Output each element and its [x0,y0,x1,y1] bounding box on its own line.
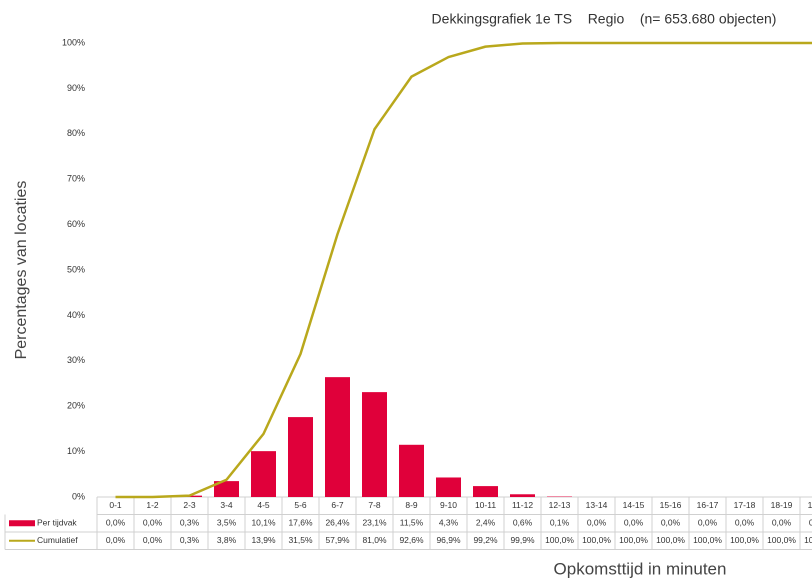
table-value: 0,0% [624,518,644,528]
y-tick-label: 60% [67,219,85,229]
x-tick-label: 12-13 [549,500,571,510]
x-tick-label: 0-1 [109,500,122,510]
x-axis-label: Opkomsttijd in minuten [554,559,727,578]
table-value: 100,0% [656,535,685,545]
table-value: 100,0% [693,535,722,545]
line [115,41,812,499]
x-tick-label: 4-5 [257,500,270,510]
y-tick-label: 40% [67,310,85,320]
bar [473,486,498,497]
table-value: 0,0% [735,518,755,528]
x-tick-label: 8-9 [405,500,418,510]
chart-title: Dekkingsgrafiek 1e TS Regio (n= 653.680 … [432,11,777,27]
y-tick-label: 90% [67,83,85,93]
table-value: 81,0% [362,535,387,545]
table-value: 100,0% [730,535,759,545]
x-tick-label: 13-14 [586,500,608,510]
table-value: 11,5% [400,518,424,528]
table-value: 0,3% [180,535,200,545]
y-tick-label: 30% [67,355,85,365]
x-tick-label: 19-20 [808,500,812,510]
legend-label: Cumulatief [37,535,78,545]
x-tick-label: 14-15 [623,500,645,510]
table-value: 0,0% [106,518,126,528]
x-tick-label: 10-11 [475,500,496,510]
y-tick-label: 10% [67,446,85,456]
x-tick-label: 9-10 [440,500,457,510]
table-value: 96,9% [436,535,461,545]
y-tick-label: 20% [67,401,85,411]
table-value: 3,8% [217,535,237,545]
y-tick-label: 100% [62,37,85,47]
y-tick-label: 50% [67,264,85,274]
legend-label: Per tijdvak [37,518,77,528]
table-value: 0,3% [180,518,200,528]
bar [325,377,350,497]
table-value: 99,9% [510,535,535,545]
table-value: 100,0% [767,535,796,545]
table-value: 92,6% [399,535,424,545]
table-value: 0,6% [513,518,533,528]
table-value: 99,2% [473,535,498,545]
table-value: 0,0% [106,535,126,545]
x-tick-label: 17-18 [734,500,756,510]
x-tick-label: 7-8 [368,500,381,510]
y-axis-label: Percentages van locaties [13,181,30,360]
table-value: 0,0% [772,518,792,528]
table-value: 3,5% [217,518,237,528]
table-value: 13,9% [251,535,276,545]
x-tick-label: 15-16 [660,500,682,510]
x-tick-label: 18-19 [771,500,793,510]
table-value: 23,1% [362,518,387,528]
bar [362,392,387,497]
table-value: 100,0% [619,535,648,545]
x-tick-label: 6-7 [331,500,344,510]
x-tick-label: 5-6 [294,500,307,510]
table-value: 100,0% [545,535,574,545]
x-tick-label: 2-3 [183,500,196,510]
table-value: 2,4% [476,518,496,528]
table-value: 100,0% [804,535,812,545]
y-tick-label: 0% [72,491,85,501]
table-value: 0,0% [698,518,718,528]
bar [288,417,313,497]
bar [399,444,424,497]
table-value: 10,1% [251,518,276,528]
bar [214,481,239,497]
y-tick-label: 80% [67,128,85,138]
table-value: 0,1% [550,518,570,528]
bar [436,477,461,497]
table-value: 0,0% [143,535,163,545]
table-value: 4,3% [439,518,459,528]
table-value: 100,0% [582,535,611,545]
bar [251,451,276,497]
table-value: 0,0% [661,518,681,528]
y-tick-label: 70% [67,174,85,184]
table-value: 31,5% [288,535,313,545]
x-tick-label: 16-17 [697,500,719,510]
table-value: 0,0% [587,518,607,528]
x-tick-label: 3-4 [220,500,233,510]
legend-swatch [9,520,35,527]
table-value: 57,9% [325,535,350,545]
bar [510,494,535,497]
table-value: 26,4% [325,518,350,528]
table-value: 17,6% [288,518,313,528]
table-value: 0,0% [809,518,812,528]
x-tick-label: 1-2 [146,500,159,510]
table-value: 0,0% [143,518,163,528]
x-tick-label: 11-12 [512,500,533,510]
